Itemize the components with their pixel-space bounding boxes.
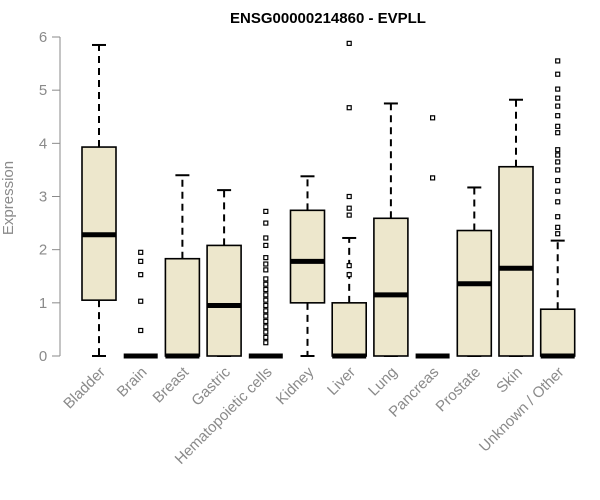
- outlier-point-4-17: [263, 235, 269, 241]
- x-tick-label-6: Liver: [324, 364, 359, 399]
- chart-title: ENSG00000214860 - EVPLL: [230, 10, 426, 27]
- outlier-point-1-3: [138, 258, 144, 264]
- box-body-7: [373, 217, 409, 357]
- box-body-11: [539, 308, 576, 357]
- outlier-point-11-12: [555, 113, 561, 119]
- outlier-point-4-12: [263, 276, 269, 282]
- y-tick-label-0: 0: [39, 348, 47, 365]
- outlier-point-6-6: [346, 40, 352, 46]
- outlier-point-4-2: [263, 329, 269, 335]
- outlier-point-1-1: [138, 298, 144, 304]
- outlier-point-11-9: [555, 147, 561, 153]
- box-group-3: [206, 189, 242, 357]
- outlier-point-1-0: [138, 327, 144, 334]
- box-body-2: [164, 257, 201, 357]
- box-group-10: [498, 98, 534, 357]
- outlier-point-6-2: [346, 212, 352, 218]
- x-tick-label-7: Lung: [365, 364, 401, 400]
- outlier-point-11-4: [555, 188, 561, 194]
- outlier-point-8-1: [430, 115, 436, 121]
- outlier-point-11-11: [555, 123, 561, 129]
- x-tick-label-10: Skin: [493, 364, 526, 397]
- outlier-point-4-8: [263, 297, 269, 303]
- outlier-point-4-3: [263, 324, 269, 330]
- y-tick-label-3: 3: [39, 189, 47, 206]
- outlier-point-4-7: [263, 302, 269, 309]
- box-group-6: [331, 40, 368, 359]
- outlier-point-11-6: [555, 167, 561, 173]
- box-group-4: [248, 208, 283, 359]
- y-axis: 0 1 2 3 4 5 6: [39, 29, 61, 365]
- outlier-point-4-0: [263, 340, 269, 346]
- outlier-point-11-15: [555, 86, 561, 92]
- box-group-0: [81, 43, 117, 357]
- outlier-point-4-1: [263, 334, 269, 340]
- outlier-point-4-13: [263, 267, 269, 273]
- box-body-10: [498, 165, 534, 357]
- outlier-point-4-5: [263, 313, 269, 319]
- box-group-9: [456, 186, 493, 357]
- box-body-9: [456, 229, 493, 357]
- outlier-point-11-1: [555, 224, 561, 230]
- outlier-point-4-6: [263, 308, 269, 314]
- outlier-point-11-13: [555, 103, 561, 109]
- x-tick-label-5: Kidney: [273, 363, 318, 408]
- y-tick-label-6: 6: [39, 29, 47, 46]
- outlier-point-1-4: [138, 249, 144, 255]
- box-group-2: [164, 174, 201, 359]
- outlier-point-1-2: [138, 272, 144, 278]
- outlier-point-11-7: [555, 159, 561, 165]
- box-body-6: [331, 302, 368, 357]
- outlier-point-4-4: [263, 318, 269, 325]
- outlier-point-8-0: [430, 175, 436, 181]
- outlier-point-6-4: [346, 193, 352, 200]
- outlier-point-4-19: [263, 208, 269, 214]
- outlier-point-6-5: [346, 105, 352, 111]
- box-group-11: [539, 58, 576, 359]
- x-tick-label-9: Prostate: [433, 364, 485, 416]
- outlier-point-4-15: [263, 255, 269, 261]
- box-group-5: [289, 175, 326, 357]
- outlier-point-6-3: [346, 205, 352, 211]
- y-tick-label-1: 1: [39, 295, 47, 312]
- x-tick-label-2: Breast: [150, 363, 193, 406]
- outlier-point-4-14: [263, 261, 269, 267]
- y-tick-label-5: 5: [39, 82, 47, 99]
- outlier-point-11-2: [555, 214, 561, 220]
- outlier-point-11-0: [555, 231, 561, 237]
- outlier-point-4-9: [263, 292, 269, 298]
- box-group-8: [415, 115, 450, 359]
- outlier-point-11-14: [555, 95, 561, 101]
- box-group-1: [123, 249, 158, 359]
- box-body-5: [289, 209, 326, 304]
- box-body-0: [81, 146, 117, 301]
- outlier-point-11-8: [555, 152, 561, 158]
- box-body-3: [206, 244, 242, 357]
- outlier-point-6-1: [346, 263, 352, 269]
- outlier-point-4-11: [263, 281, 269, 287]
- x-tick-label-0: Bladder: [60, 364, 109, 413]
- outlier-point-11-17: [555, 58, 561, 64]
- outlier-point-4-10: [263, 286, 269, 293]
- boxes-layer: [81, 40, 576, 359]
- outlier-point-11-3: [555, 199, 561, 205]
- y-tick-label-2: 2: [39, 242, 47, 259]
- y-tick-label-4: 4: [39, 135, 47, 152]
- outlier-point-11-16: [555, 71, 561, 77]
- x-tick-label-1: Brain: [114, 364, 151, 401]
- outlier-point-11-10: [555, 130, 561, 136]
- outlier-point-4-18: [263, 220, 269, 226]
- outlier-point-6-0: [346, 272, 352, 278]
- outlier-point-4-16: [263, 242, 269, 249]
- y-axis-label: Expression: [0, 161, 17, 235]
- box-group-7: [373, 102, 409, 357]
- outlier-point-11-5: [555, 177, 561, 184]
